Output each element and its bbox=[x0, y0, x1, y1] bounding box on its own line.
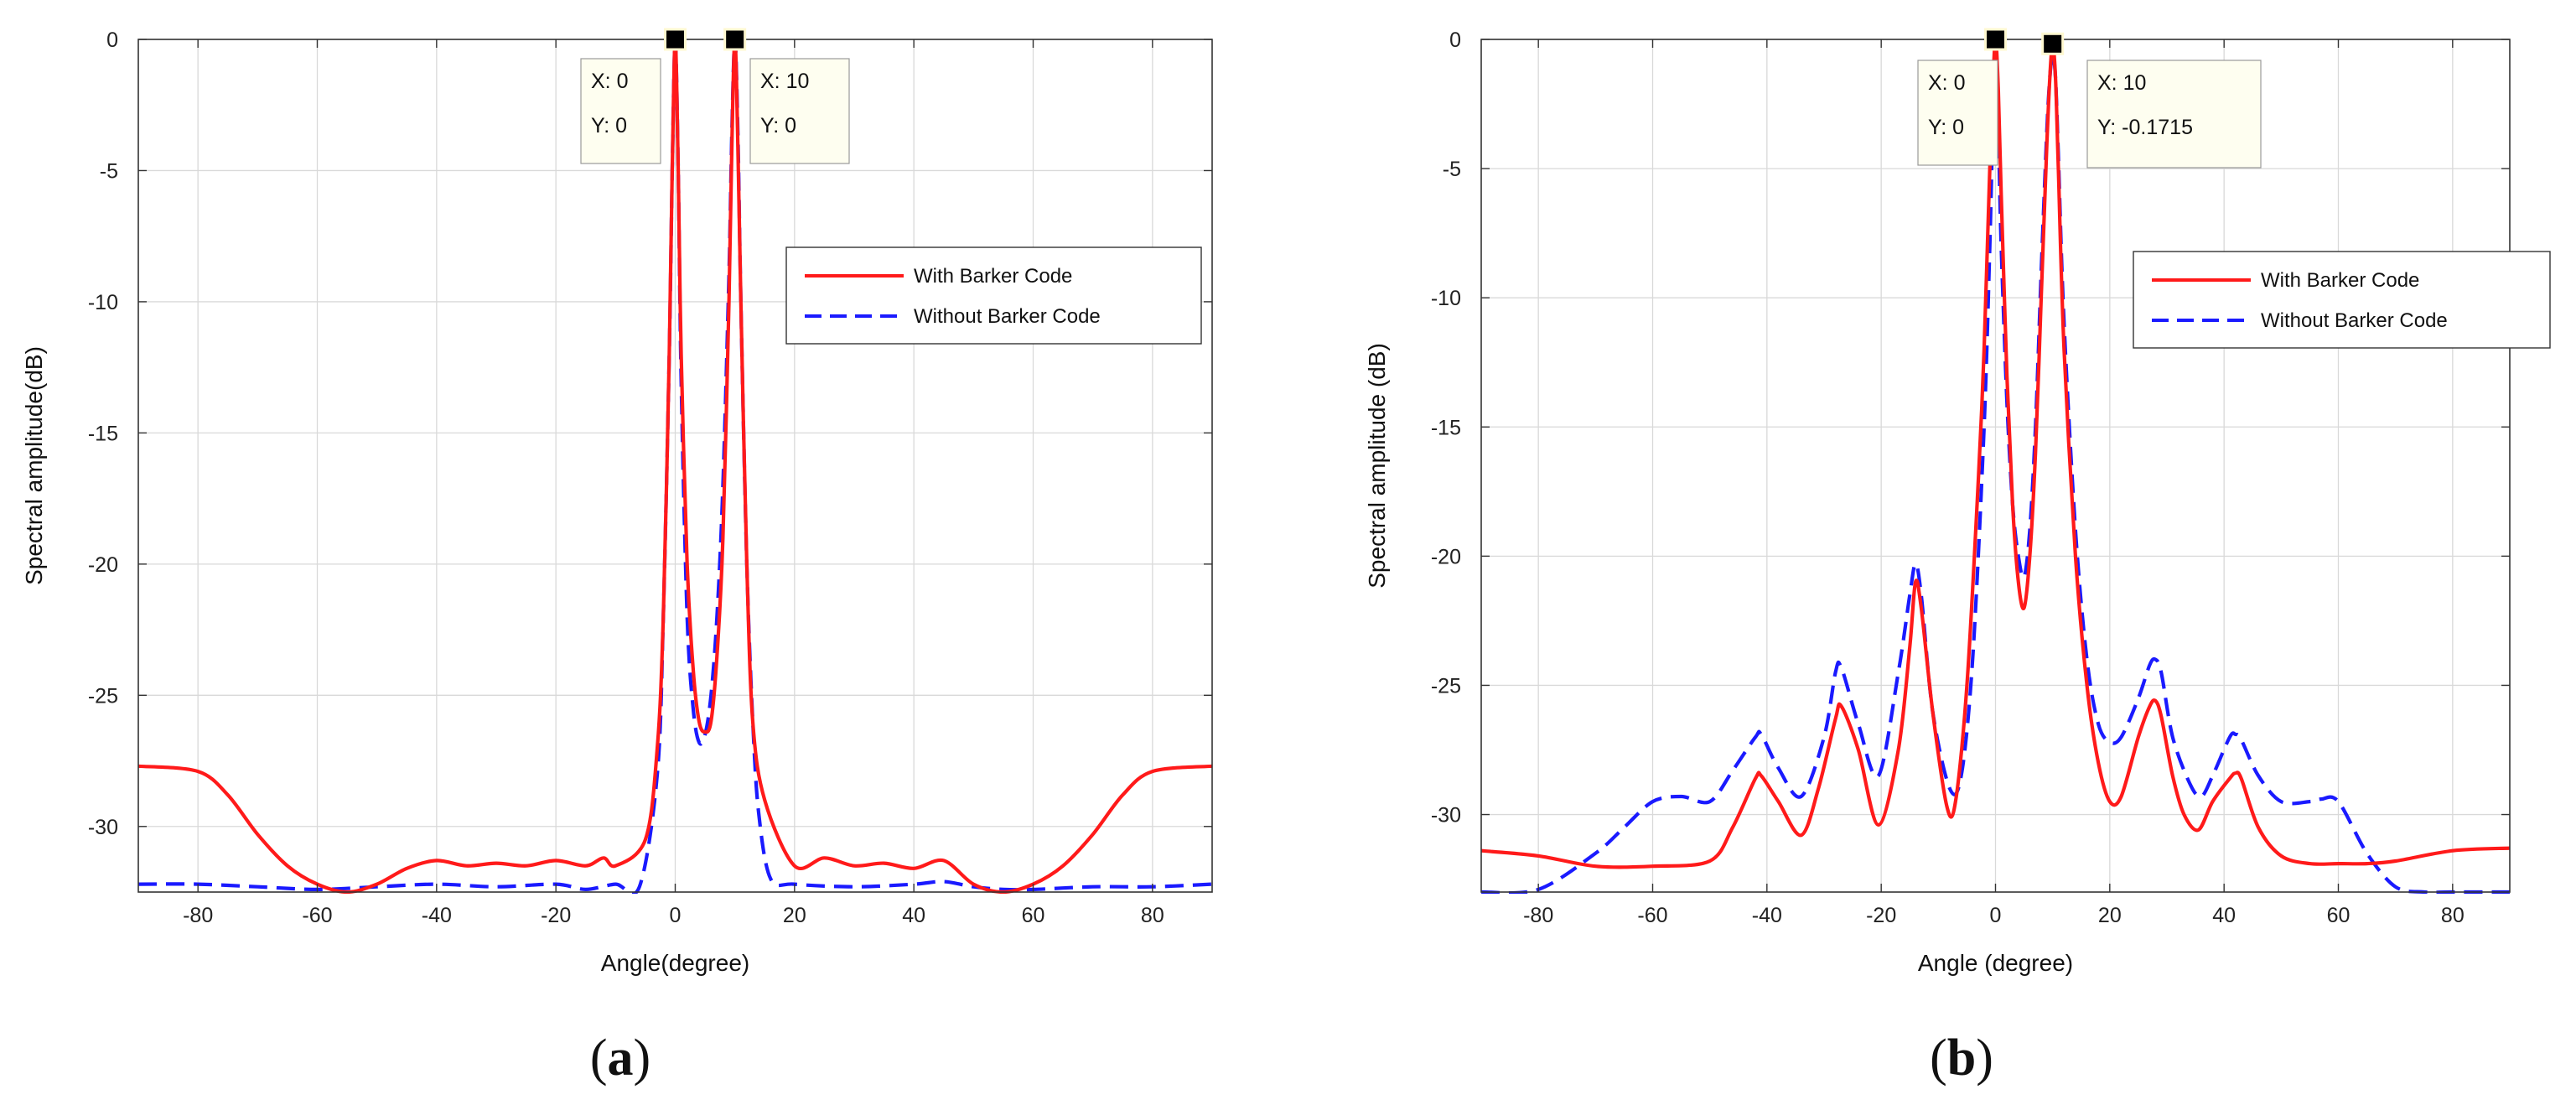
chart-b-xtick-label-5: 20 bbox=[2098, 904, 2122, 927]
chart-b: -80 -60 -40 -20 0 20 40 60 800-5-10-15-20-25-30 … bbox=[1364, 28, 2551, 1087]
chart-a-series-with-barker bbox=[138, 38, 1212, 894]
chart-a-legend: With Barker Code Without Barker Code bbox=[785, 246, 1202, 345]
chart-b-xtick-label-2: -40 bbox=[1752, 904, 1782, 927]
chart-a-datatip-1[interactable]: X: 10 Y: 0 bbox=[723, 28, 850, 164]
chart-b-xtick-label-3: -20 bbox=[1866, 904, 1896, 927]
chart-b-grid bbox=[1481, 39, 2510, 892]
chart-b-xlabel: Angle (degree) bbox=[1918, 950, 2073, 976]
chart-b-datatip-1[interactable]: X: 10 Y: -0.1715 bbox=[2041, 32, 2262, 169]
chart-b-datatip-1-y: Y: -0.1715 bbox=[2097, 116, 2193, 139]
chart-a-xtick-label-1: -60 bbox=[302, 904, 332, 927]
chart-a-ytick-label-5: -25 bbox=[88, 684, 118, 708]
chart-a-ytick-label-1: -5 bbox=[100, 159, 118, 183]
chart-b-xtick-label-4: 0 bbox=[1990, 904, 2002, 927]
chart-a-xtick-label-2: -40 bbox=[422, 904, 452, 927]
chart-a-series bbox=[138, 38, 1212, 894]
chart-b-xtick-label-8: 80 bbox=[2441, 904, 2465, 927]
chart-a-series-without-barker bbox=[138, 38, 1212, 894]
chart-a-xtick-label-5: 20 bbox=[783, 904, 806, 927]
chart-a-ytick-label-2: -10 bbox=[88, 291, 118, 314]
panel-label-a-letter: a bbox=[608, 1030, 634, 1087]
chart-a-xlabel: Angle(degree) bbox=[601, 950, 749, 976]
chart-a-ytick-label-0: 0 bbox=[106, 29, 118, 52]
chart-a-datatip-0-y: Y: 0 bbox=[591, 114, 627, 137]
chart-a-datatip-0[interactable]: X: 0 Y: 0 bbox=[580, 28, 687, 164]
chart-b-datatip-0[interactable]: X: 0 Y: 0 bbox=[1917, 28, 2007, 166]
panel-label-b-letter: b bbox=[1947, 1030, 1976, 1087]
chart-b-ytick-label-6: -30 bbox=[1431, 804, 1461, 827]
chart-b-datatip-0-marker[interactable] bbox=[1984, 28, 2007, 51]
chart-a-grid bbox=[138, 39, 1212, 892]
chart-b-datatip-0-x: X: 0 bbox=[1928, 71, 1965, 95]
chart-b-legend-label-without: Without Barker Code bbox=[2261, 309, 2448, 332]
chart-b-xtick-label-0: -80 bbox=[1523, 904, 1553, 927]
chart-b-legend-label-with: With Barker Code bbox=[2261, 269, 2419, 292]
chart-a-xtick-label-0: -80 bbox=[183, 904, 213, 927]
panel-label-a-close: ) bbox=[634, 1030, 651, 1087]
chart-a-ticks: -80 -60 -40 -20 0 20 40 60 80 0 -5 -10 -15 -20 -25 -30 bbox=[88, 29, 1212, 927]
chart-b-ytick-label-5: -25 bbox=[1431, 674, 1461, 698]
panel-label-a-open: ( bbox=[590, 1030, 608, 1087]
chart-a-datatip-1-x: X: 10 bbox=[760, 70, 809, 93]
chart-b-ytick-label-3: -15 bbox=[1431, 416, 1461, 439]
chart-b-ticks: -80 -60 -40 -20 0 20 40 60 80 0 -5 -10 -15 -20 -25 -30 bbox=[1431, 29, 2510, 927]
chart-b-legend: With Barker Code Without Barker Code bbox=[2133, 251, 2551, 349]
chart-a-xtick-label-4: 0 bbox=[670, 904, 682, 927]
chart-a: -80 -60 -40 -20 0 20 40 60 800-5-10-15-20-25-30 … bbox=[21, 28, 1213, 1087]
chart-a-ytick-label-6: -30 bbox=[88, 816, 118, 839]
chart-a-datatip-1-marker[interactable] bbox=[723, 28, 747, 51]
chart-b-series-with-barker bbox=[1481, 38, 2510, 869]
chart-b-ytick-label-4: -20 bbox=[1431, 545, 1461, 568]
chart-a-datatip-1-y: Y: 0 bbox=[760, 114, 796, 137]
chart-b-ytick-label-1: -5 bbox=[1443, 158, 1461, 181]
chart-a-xtick-label-3: -20 bbox=[541, 904, 571, 927]
chart-b-ytick-label-0: 0 bbox=[1449, 29, 1461, 52]
chart-b-legend-box bbox=[2133, 251, 2551, 349]
panel-label-a: (a) bbox=[590, 1030, 650, 1087]
chart-b-datatip-1-x: X: 10 bbox=[2097, 71, 2146, 95]
chart-b-datatip-0-box bbox=[1917, 60, 1998, 166]
chart-a-datatip-1-box bbox=[749, 58, 850, 164]
panel-label-b: (b) bbox=[1930, 1030, 1993, 1087]
chart-a-ylabel: Spectral amplitude(dB) bbox=[21, 346, 47, 585]
chart-a-legend-label-without: Without Barker Code bbox=[914, 305, 1101, 328]
chart-a-xtick-label-6: 40 bbox=[902, 904, 925, 927]
chart-b-xtick-label-7: 60 bbox=[2327, 904, 2351, 927]
chart-a-datatip-0-box bbox=[580, 58, 661, 164]
chart-b-xtick-label-6: 40 bbox=[2212, 904, 2236, 927]
chart-a-ytick-label-4: -20 bbox=[88, 553, 118, 577]
chart-a-ytick-label-3: -15 bbox=[88, 422, 118, 445]
panel-label-b-close: ) bbox=[1976, 1030, 1993, 1087]
chart-a-xtick-label-7: 60 bbox=[1022, 904, 1045, 927]
chart-b-series bbox=[1481, 38, 2510, 894]
chart-b-ytick-label-2: -10 bbox=[1431, 287, 1461, 310]
chart-b-ylabel: Spectral amplitude (dB) bbox=[1364, 343, 1390, 589]
chart-b-series-without-barker bbox=[1481, 43, 2510, 894]
chart-a-legend-box bbox=[785, 246, 1202, 345]
chart-a-legend-label-with: With Barker Code bbox=[914, 265, 1072, 288]
chart-b-xtick-label-1: -60 bbox=[1637, 904, 1667, 927]
chart-a-xtick-label-8: 80 bbox=[1141, 904, 1164, 927]
chart-b-datatip-1-marker[interactable] bbox=[2041, 32, 2065, 55]
chart-a-datatip-0-marker[interactable] bbox=[664, 28, 687, 51]
chart-a-datatip-0-x: X: 0 bbox=[591, 70, 628, 93]
chart-b-datatip-0-y: Y: 0 bbox=[1928, 116, 1964, 139]
panel-label-b-open: ( bbox=[1930, 1030, 1947, 1087]
chart-b-datatip-1-box bbox=[2086, 60, 2262, 169]
